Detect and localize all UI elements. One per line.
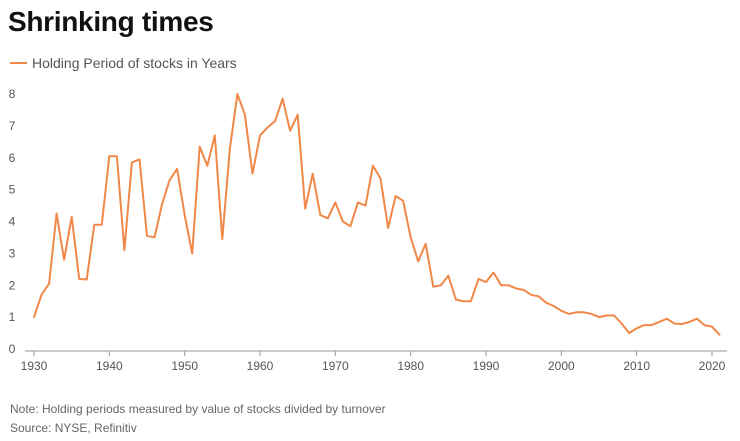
series-group [33, 93, 721, 336]
x-tick-label: 1990 [473, 359, 500, 373]
chart-title: Shrinking times [8, 6, 214, 37]
x-tick-label: 1930 [21, 359, 48, 373]
y-tick-label: 8 [9, 87, 16, 101]
chart-note: Note: Holding periods measured by value … [10, 402, 386, 416]
series-line [33, 93, 721, 336]
y-tick-label: 4 [9, 215, 16, 229]
legend-swatch [10, 62, 27, 64]
x-tick-label: 2020 [699, 359, 726, 373]
x-tick-label: 2000 [548, 359, 575, 373]
legend-label: Holding Period of stocks in Years [32, 55, 237, 71]
y-axis-ticks: 0 1 2 3 4 5 6 7 8 [9, 87, 16, 356]
y-tick-label: 2 [9, 278, 16, 292]
y-tick-label: 7 [9, 119, 16, 133]
y-tick-label: 5 [9, 183, 16, 197]
x-tick-label: 1940 [96, 359, 123, 373]
y-tick-label: 6 [9, 151, 16, 165]
chart-legend: Holding Period of stocks in Years [10, 55, 237, 71]
y-tick-label: 3 [9, 246, 16, 260]
x-axis-ticks: 1930 1940 1950 1960 1970 1980 1990 2000 2010 2020 [21, 351, 726, 373]
chart-source: Source: NYSE, Refinitiv [10, 421, 137, 435]
x-tick-label: 2010 [623, 359, 650, 373]
x-tick-label: 1960 [247, 359, 274, 373]
y-tick-label: 0 [9, 342, 16, 356]
x-tick-label: 1970 [322, 359, 349, 373]
x-tick-label: 1950 [171, 359, 198, 373]
x-tick-label: 1980 [397, 359, 424, 373]
y-tick-label: 1 [9, 310, 16, 324]
